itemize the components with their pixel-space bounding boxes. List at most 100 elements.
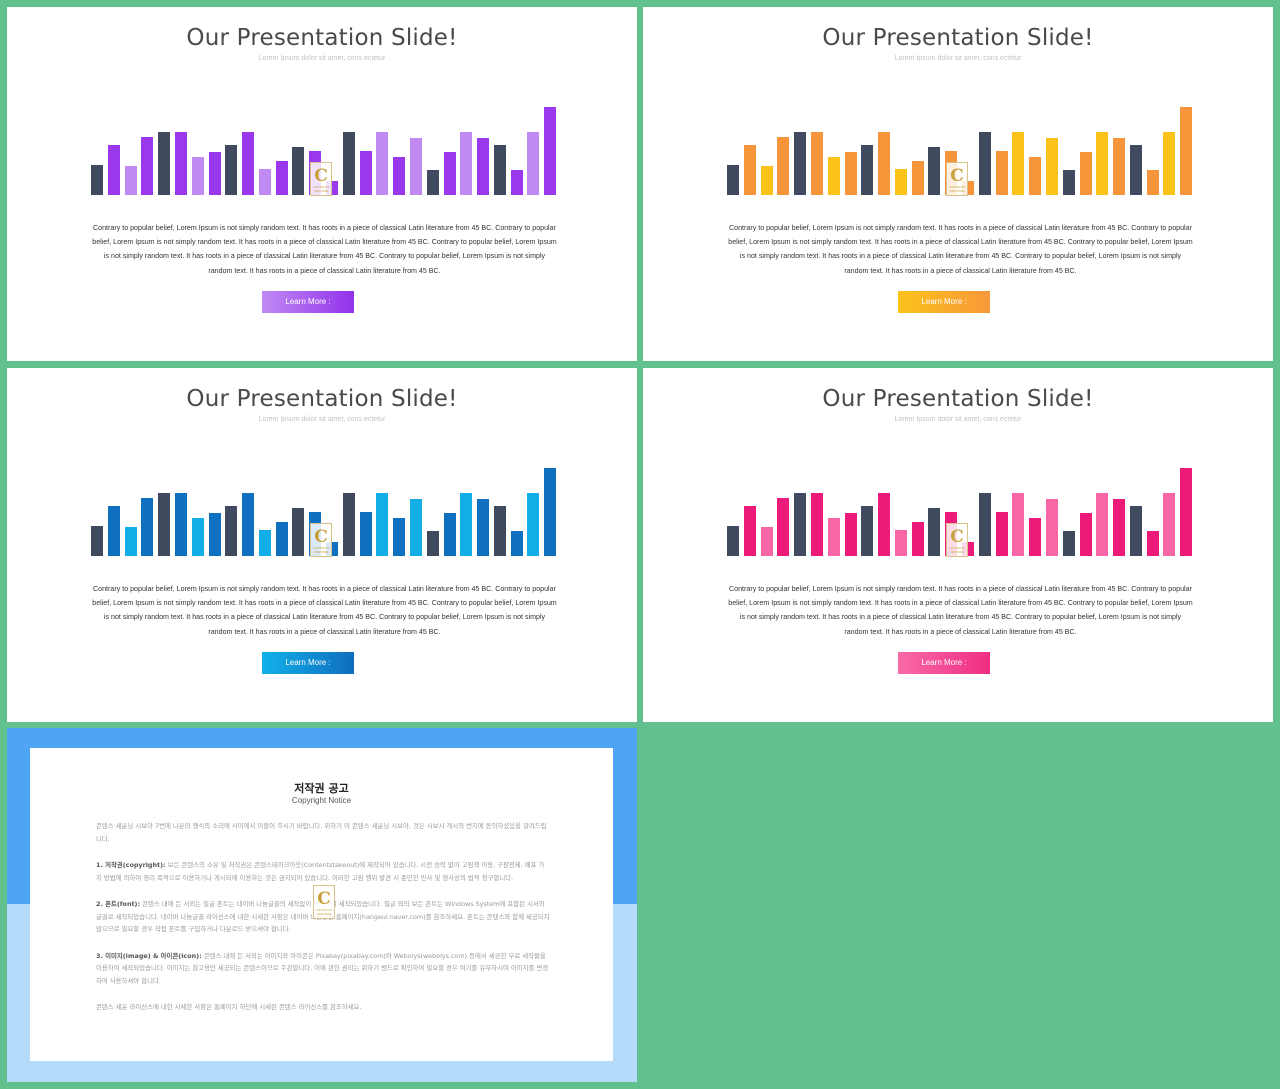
logo-caption: CONTENTS ORSTORE (312, 546, 330, 554)
chart-bar (275, 522, 288, 556)
chart-bar (1045, 499, 1058, 556)
chart-bar (1129, 145, 1142, 195)
chart-bar (460, 493, 473, 556)
chart-bar (727, 165, 739, 195)
chart-bar (443, 513, 456, 556)
chart-bar (107, 506, 120, 556)
chart-bar (426, 170, 439, 195)
section-label: 3. 이미지(image) & 아이콘(icon): (96, 951, 202, 960)
chart-bar (1062, 170, 1075, 195)
learn-more-button[interactable]: Learn More : (262, 291, 354, 313)
chart-bar (1163, 493, 1176, 556)
copyright-notice-slide[interactable]: 저작권 공고 Copyright Notice 콘텐스 세운님 시보아 7번에 … (7, 728, 637, 1082)
chart-bar (107, 145, 120, 195)
chart-bar (894, 169, 907, 195)
chart-bar (1012, 132, 1025, 195)
section-label: 2. 폰트(font): (96, 900, 141, 908)
chart-bar (1045, 138, 1058, 195)
section-text: 콘텐스 내에 든 서외는 이미지와 아이콘은 Pixabay(pixabay.c… (96, 951, 549, 985)
body-paragraph: Contrary to popular belief, Lorem Ipsum … (92, 224, 557, 275)
slide-subtitle: Lorem Ipsum dolor sit amet, cons ectetur (894, 55, 1022, 62)
chart-bar (191, 157, 204, 195)
bar-chart (90, 468, 560, 556)
chart-bar (426, 531, 439, 556)
chart-bar (158, 493, 171, 556)
chart-bar (376, 132, 389, 195)
chart-bar (292, 147, 305, 195)
chart-bar (743, 506, 756, 556)
chart-bar (743, 145, 756, 195)
chart-bar (544, 107, 557, 195)
chart-bar (510, 531, 523, 556)
chart-bar (393, 518, 406, 556)
logo-caption: CONTENTS ORSTORE (948, 185, 966, 193)
chart-bar (727, 526, 739, 556)
chart-bar (928, 508, 941, 556)
body-paragraph: Contrary to popular belief, Lorem Ipsum … (728, 585, 1193, 636)
logo-caption: CONTENTS ORSTORE (948, 546, 966, 554)
chart-bar (810, 493, 823, 556)
slide-blue[interactable]: Our Presentation Slide! Lorem Ipsum dolo… (7, 368, 637, 722)
chart-bar (978, 132, 991, 195)
chart-bar (158, 132, 171, 195)
chart-bar (376, 493, 389, 556)
chart-bar (878, 132, 891, 195)
chart-bar (1180, 107, 1193, 195)
logo-letter: C (950, 527, 964, 547)
bar-chart (726, 468, 1196, 556)
chart-bar (827, 157, 840, 195)
body-paragraph: Contrary to popular belief, Lorem Ipsum … (92, 585, 557, 636)
chart-bar (810, 132, 823, 195)
section-text: 보든 콘텐스의 소유 및 저작권은 콘텐스테이크아웃(Contentstakeo… (96, 861, 545, 882)
chart-bar (861, 145, 874, 195)
slide-title: Our Presentation Slide! (822, 25, 1094, 51)
slide-purple[interactable]: Our Presentation Slide! Lorem Ipsum dolo… (7, 7, 637, 361)
chart-bar (443, 152, 456, 195)
chart-bar (191, 518, 204, 556)
chart-bar (510, 170, 523, 195)
slide-pink[interactable]: Our Presentation Slide! Lorem Ipsum dolo… (643, 368, 1273, 722)
chart-bar (777, 498, 790, 556)
chart-bar (894, 530, 907, 556)
chart-bar (1180, 468, 1193, 556)
slide-title: Our Presentation Slide! (186, 386, 458, 412)
notice-section-image: 3. 이미지(image) & 아이콘(icon): 콘텐스 내에 든 서외는 … (96, 950, 550, 988)
chart-bar (527, 493, 540, 556)
notice-title: 저작권 공고 (294, 782, 349, 795)
chart-bar (477, 499, 490, 556)
chart-bar (1146, 170, 1159, 195)
chart-bar (1012, 493, 1025, 556)
chart-bar (760, 527, 773, 556)
section-label: 1. 저작권(copyright): (96, 861, 166, 869)
chart-bar (844, 152, 857, 195)
chart-bar (342, 493, 355, 556)
chart-bar (242, 493, 255, 556)
chart-bar (141, 137, 154, 195)
slide-title: Our Presentation Slide! (822, 386, 1094, 412)
learn-more-button[interactable]: Learn More : (262, 652, 354, 674)
chart-bar (1079, 152, 1092, 195)
chart-bar (995, 512, 1008, 556)
chart-bar (1062, 531, 1075, 556)
chart-bar (978, 493, 991, 556)
chart-bar (208, 513, 221, 556)
chart-bar (174, 493, 187, 556)
chart-bar (493, 506, 506, 556)
slide-orange[interactable]: Our Presentation Slide! Lorem Ipsum dolo… (643, 7, 1273, 361)
learn-more-button[interactable]: Learn More : (898, 291, 990, 313)
chart-bar (760, 166, 773, 195)
watermark-logo: C CONTENTS ORSTORE (946, 523, 968, 557)
body-paragraph: Contrary to popular belief, Lorem Ipsum … (728, 224, 1193, 275)
chart-bar (292, 508, 305, 556)
notice-body: 콘텐스 세운님 시보아 7번에 나온의 행식의 소리에 사이에서 이블어 주시기… (96, 820, 550, 1028)
notice-card: 저작권 공고 Copyright Notice 콘텐스 세운님 시보아 7번에 … (30, 748, 613, 1061)
chart-bar (928, 147, 941, 195)
learn-more-button[interactable]: Learn More : (898, 652, 990, 674)
chart-bar (460, 132, 473, 195)
chart-bar (393, 157, 406, 195)
watermark-logo: C CONTENTS ORSTORE (313, 885, 335, 919)
chart-bar (275, 161, 288, 195)
chart-bar (409, 499, 422, 556)
chart-bar (1079, 513, 1092, 556)
chart-bar (409, 138, 422, 195)
